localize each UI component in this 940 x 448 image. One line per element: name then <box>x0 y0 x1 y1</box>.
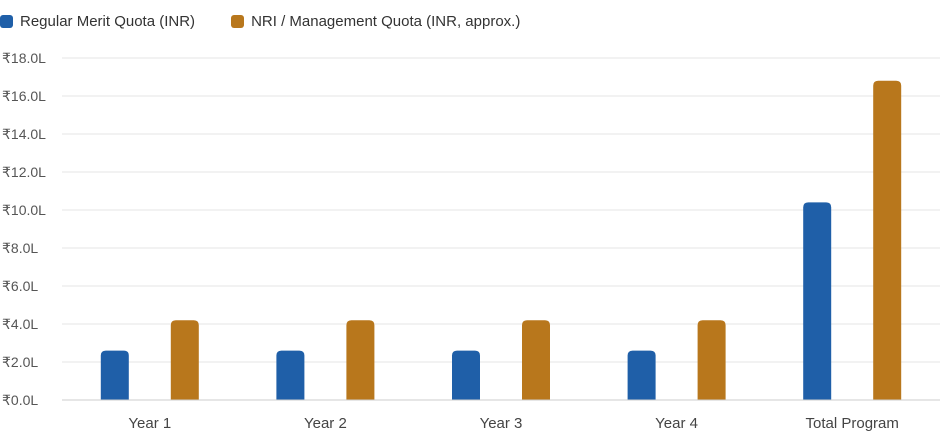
x-tick-label: Year 2 <box>304 415 347 432</box>
x-tick-label: Year 3 <box>480 415 523 432</box>
bar-series0-3[interactable] <box>627 350 656 400</box>
y-tick-label: ₹12.0L <box>2 164 46 180</box>
bars <box>100 80 902 401</box>
bar-series1-2[interactable] <box>522 320 550 400</box>
x-tick-label: Year 1 <box>128 415 171 432</box>
legend-swatch-nri-management <box>231 14 245 28</box>
y-tick-label: ₹16.0L <box>2 88 46 104</box>
bar-series1-1[interactable] <box>346 320 375 400</box>
legend-item-nri-management[interactable]: NRI / Management Quota (INR, approx.) <box>231 13 520 30</box>
grid-lines <box>62 57 940 363</box>
y-axis: ₹0.0L ₹2.0L ₹4.0L ₹6.0L ₹8.0L ₹10.0L ₹12.0L ₹14… <box>2 50 46 408</box>
y-tick-label: ₹8.0L <box>2 240 38 256</box>
y-tick-label: ₹0.0L <box>2 392 38 408</box>
y-tick-label: ₹6.0L <box>2 278 38 294</box>
bar-series1-4[interactable] <box>873 80 902 401</box>
bar-series1-0[interactable] <box>170 320 199 400</box>
legend-swatch-regular-merit <box>0 14 13 28</box>
legend-label-nri-management: NRI / Management Quota (INR, approx.) <box>251 12 521 30</box>
y-tick-label: ₹4.0L <box>2 316 38 332</box>
legend-item-regular-merit[interactable]: Regular Merit Quota (INR) <box>0 13 195 30</box>
y-tick-label: ₹2.0L <box>2 354 38 370</box>
x-tick-label: Total Program <box>806 415 899 432</box>
bar-series0-1[interactable] <box>276 350 305 400</box>
x-tick-label: Year 4 <box>655 415 698 432</box>
chart-legend: Regular Merit Quota (INR) NRI / Manageme… <box>0 8 556 34</box>
y-tick-label: ₹18.0L <box>2 50 46 66</box>
y-tick-label: ₹14.0L <box>2 126 46 142</box>
bar-series0-0[interactable] <box>100 350 129 400</box>
x-axis: Year 1 Year 2 Year 3 Year 4 Total Program <box>62 399 940 432</box>
bar-series0-2[interactable] <box>452 350 480 400</box>
legend-label-regular-merit: Regular Merit Quota (INR) <box>20 12 196 30</box>
bar-series1-3[interactable] <box>697 320 726 400</box>
y-tick-label: ₹10.0L <box>2 202 46 218</box>
bar-series0-4[interactable] <box>803 202 832 400</box>
